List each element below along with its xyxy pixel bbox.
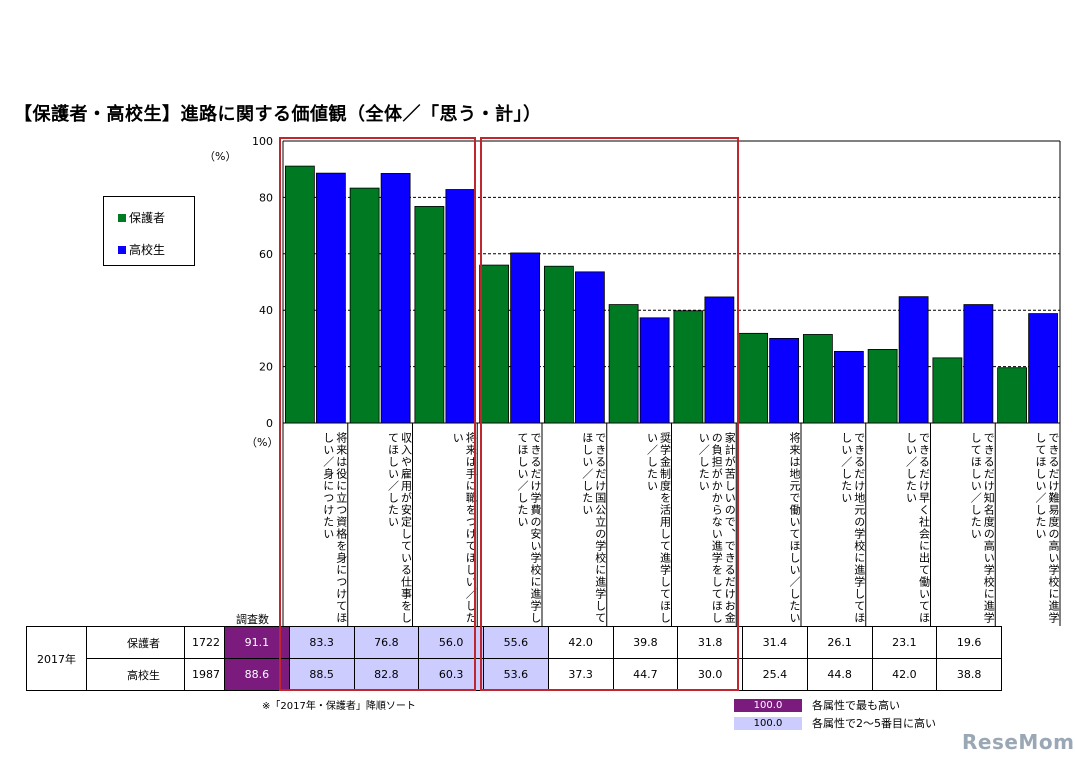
value-cell: 42.0 xyxy=(871,658,938,691)
value-cell: 91.1 xyxy=(224,626,290,659)
value-cell: 25.4 xyxy=(742,658,808,691)
category-label-9: できるだけ地元の学校に進学してほしい／したい xyxy=(839,432,866,624)
legend-item-parent: 保護者 xyxy=(118,209,165,226)
table-row: 2017年 保護者 1722 91.1 83.3 76.8 56.0 55.6 42.0 39.8… xyxy=(26,626,1002,691)
table-row: 高校生 1987 88.6 88.5 82.8 60.3 53.6 37.3 44.7 30.0 2… xyxy=(27,658,1002,691)
category-label-10: できるだけ早く社会に出て働いてほしい／したい xyxy=(904,432,931,624)
key-top: 100.0 各属性で最も高い xyxy=(734,697,900,713)
bar-parent-2 xyxy=(349,187,380,424)
value-cell: 26.1 xyxy=(806,626,873,659)
bar-parent-5 xyxy=(543,265,574,424)
chart-title: 【保護者・高校生】進路に関する価値観（全体／「思う・計」） xyxy=(14,104,542,125)
data-table: 2017年 保護者 1722 91.1 83.3 76.8 56.0 55.6 42.0 39.8… xyxy=(26,626,1002,691)
group-cell: 保護者 xyxy=(86,626,185,659)
value-cell: 42.0 xyxy=(547,626,614,659)
bar-parent-12 xyxy=(997,367,1028,424)
category-label-1: 将来は役に立つ資格を身につけてほしい／身につけたい xyxy=(321,432,348,624)
value-cell: 31.4 xyxy=(742,626,808,659)
year-cell: 2017年 xyxy=(26,626,87,691)
category-label-8: 将来は地元で働いてほしい／したい xyxy=(788,432,801,624)
bar-student-12 xyxy=(1028,313,1059,424)
value-cell: 83.3 xyxy=(288,626,355,659)
bar-parent-3 xyxy=(414,206,445,424)
category-label-4: できるだけ学費の安い学校に進学してほしい／したい xyxy=(516,432,542,624)
category-label-11: できるだけ知名度の高い学校に進学してほしい／したい xyxy=(969,432,996,624)
category-label-5: できるだけ国公立の学校に進学してほしい／したい xyxy=(580,432,607,624)
bar-parent-9 xyxy=(802,334,833,424)
legend-swatch-parent xyxy=(118,213,126,222)
legend-label-parent: 保護者 xyxy=(129,211,166,225)
sample-size-cell: 1722 xyxy=(184,626,225,659)
legend-label-student: 高校生 xyxy=(129,243,166,257)
value-cell: 56.0 xyxy=(418,626,484,659)
value-cell: 88.6 xyxy=(224,658,290,691)
value-cell: 44.7 xyxy=(612,658,679,691)
key-top-swatch: 100.0 xyxy=(734,698,802,712)
y-tick-label: 60 xyxy=(259,248,273,261)
key-top-label: 各属性で最も高い xyxy=(812,699,900,712)
bar-parent-11 xyxy=(932,357,963,424)
bar-parent-1 xyxy=(284,165,315,424)
bar-student-8 xyxy=(769,337,800,424)
y-tick-label: 0 xyxy=(266,417,273,430)
value-cell: 88.5 xyxy=(288,658,355,691)
sample-size-cell: 1987 xyxy=(184,658,225,691)
key-high: 100.0 各属性で2～5番目に高い xyxy=(734,715,936,731)
bar-parent-8 xyxy=(738,332,769,424)
legend: 保護者 高校生 xyxy=(103,196,195,266)
value-cell: 23.1 xyxy=(871,626,938,659)
category-label-7: 家計が苦しいので、できるだけお金の負担がかからない進学をしてほしい／したい xyxy=(697,432,737,624)
bar-student-9 xyxy=(833,350,864,424)
key-high-label: 各属性で2～5番目に高い xyxy=(812,717,936,730)
legend-item-student: 高校生 xyxy=(118,241,165,258)
bar-parent-4 xyxy=(479,264,510,424)
y-tick-label: 40 xyxy=(259,304,273,317)
category-label-2: 収入や雇用が安定している仕事をしてほしい／したい xyxy=(386,432,413,624)
bar-parent-7 xyxy=(673,310,704,424)
value-cell: 82.8 xyxy=(353,658,420,691)
bar-parent-10 xyxy=(867,348,898,424)
label-area-unit: （%） xyxy=(246,436,279,449)
bar-parent-6 xyxy=(608,304,639,424)
bar-student-5 xyxy=(574,271,605,424)
value-cell: 38.8 xyxy=(936,658,1002,691)
bar-student-11 xyxy=(963,304,994,424)
value-cell: 44.8 xyxy=(806,658,873,691)
y-axis-unit: （%） xyxy=(204,150,237,163)
value-cell: 37.3 xyxy=(547,658,614,691)
bar-student-7 xyxy=(704,296,735,424)
key-high-swatch: 100.0 xyxy=(734,716,802,730)
legend-swatch-student xyxy=(118,245,126,254)
watermark-logo: ReseMom xyxy=(962,730,1075,754)
bar-student-2 xyxy=(380,173,411,424)
y-tick-label: 80 xyxy=(259,191,273,204)
highlight-box-1 xyxy=(279,137,476,691)
sample-size-header: 調査数 xyxy=(236,613,269,626)
category-label-6: 奨学金制度を活用して進学してほしい／したい xyxy=(645,432,672,624)
group-cell: 高校生 xyxy=(86,658,185,691)
bar-student-6 xyxy=(639,317,670,424)
bar-student-10 xyxy=(898,296,929,424)
value-cell: 19.6 xyxy=(936,626,1002,659)
category-label-12: できるだけ難易度の高い学校に進学してほしい／したい xyxy=(1034,432,1060,624)
y-tick-label: 100 xyxy=(252,135,273,148)
value-cell: 60.3 xyxy=(418,658,484,691)
highlight-box-2 xyxy=(480,137,739,691)
sort-note: ※「2017年・保護者」降順ソート xyxy=(262,701,416,712)
value-cell: 53.6 xyxy=(483,658,549,691)
y-tick-label: 20 xyxy=(259,361,273,374)
bar-student-1 xyxy=(315,172,346,424)
bar-student-4 xyxy=(510,252,541,424)
value-cell: 76.8 xyxy=(353,626,420,659)
